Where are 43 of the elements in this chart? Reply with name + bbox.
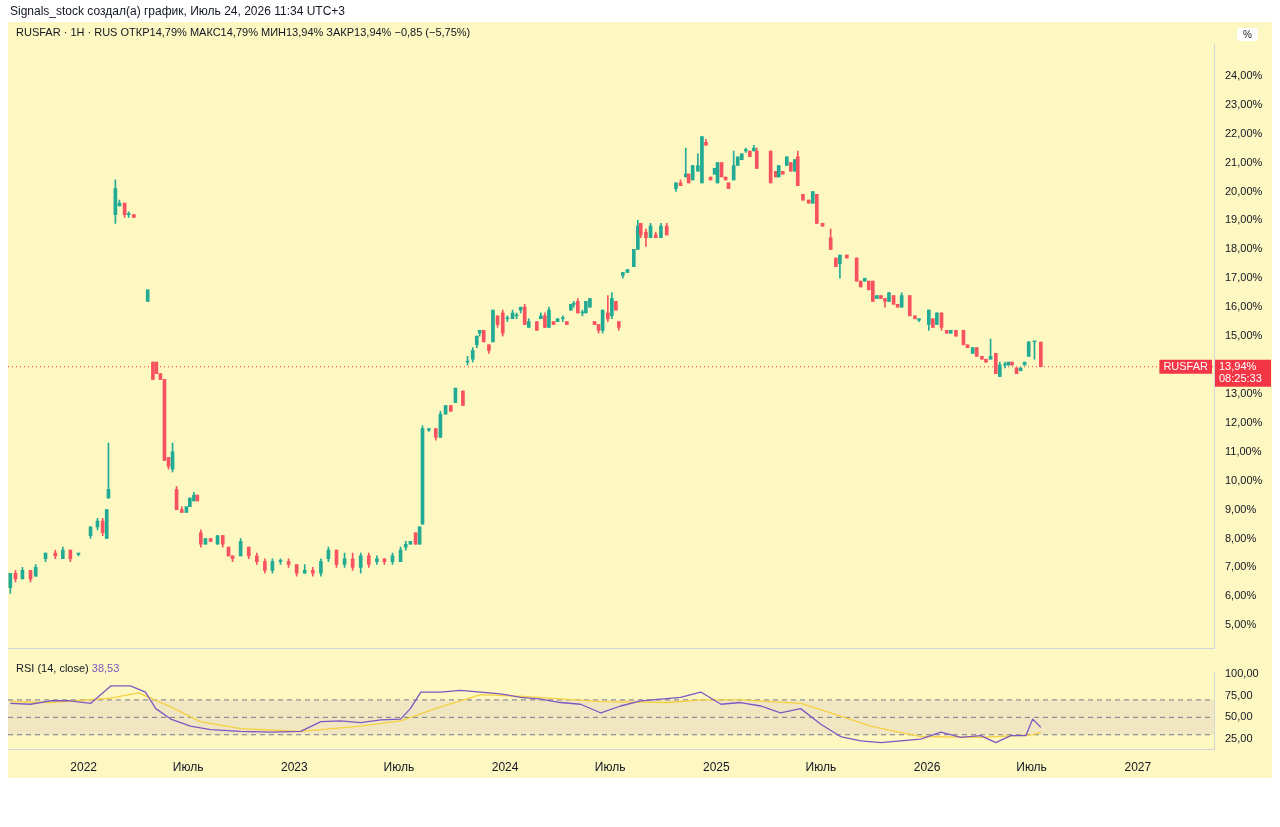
y-tick-label: 15,00% (1225, 329, 1263, 342)
x-tick-label: Июль (383, 760, 415, 775)
y-tick-label: 5,00% (1225, 618, 1257, 631)
x-tick-label: Июль (1016, 760, 1047, 775)
y-tick-label: 20,00% (1225, 184, 1263, 197)
y-tick-label: 25,00 (1225, 732, 1253, 745)
y-tick-label: 17,00% (1225, 271, 1263, 284)
y-tick-label: 16,00% (1225, 300, 1263, 313)
chart-title: RUSFAR · 1H · RUS ОТКР14,79% МАКС14,79% МИН13,94% ЗАКР13,94% −0,85 (−5,75%) (16, 26, 471, 38)
text: 08:25:33 (1219, 371, 1262, 384)
y-tick-label: 75,00 (1225, 688, 1253, 701)
chart-title: RSI (14, close) (16, 662, 89, 674)
y-tick-label: 22,00% (1225, 126, 1263, 139)
annotation: RUSFAR (1163, 359, 1209, 372)
y-tick-label: 21,00% (1225, 155, 1263, 168)
text: Signals_stock создал(а) график, Июль 24, 2026 11:34 UTC+3 (10, 4, 345, 18)
y-tick-label: 18,00% (1225, 242, 1263, 255)
x-tick-label: 2022 (70, 760, 98, 775)
candlestick (606, 295, 610, 322)
x-tick-label: Июль (172, 760, 204, 775)
y-tick-label: 10,00% (1225, 473, 1263, 486)
x-tick-label: Июль (805, 760, 837, 775)
x-tick-label: 2023 (280, 760, 309, 775)
y-tick-label: 19,00% (1225, 213, 1263, 226)
y-tick-label: 13,00% (1225, 386, 1263, 399)
x-tick-label: 2026 (913, 760, 941, 775)
y-tick-label: 11,00% (1225, 444, 1262, 457)
y-tick-label: 12,00% (1225, 415, 1263, 428)
y-tick-label: 50,00 (1225, 710, 1253, 723)
y-tick-label: 24,00% (1225, 68, 1263, 81)
x-tick-label: Июль (594, 760, 626, 775)
x-tick-label: 2027 (1124, 760, 1152, 775)
y-tick-label: 7,00% (1225, 560, 1257, 573)
y-axis-title: % (1237, 28, 1258, 41)
y-tick-label: 23,00% (1225, 97, 1263, 110)
y-tick-label: 6,00% (1225, 589, 1257, 602)
y-tick-label: 9,00% (1225, 502, 1257, 515)
x-tick-label: 2025 (703, 760, 731, 775)
ref-line-label: 13,94% (1219, 359, 1257, 372)
annotation: 38,53 (90, 662, 120, 674)
y-tick-label: 100,00 (1225, 666, 1259, 679)
y-tick-label: 8,00% (1225, 531, 1257, 544)
x-tick-label: 2024 (491, 760, 519, 775)
